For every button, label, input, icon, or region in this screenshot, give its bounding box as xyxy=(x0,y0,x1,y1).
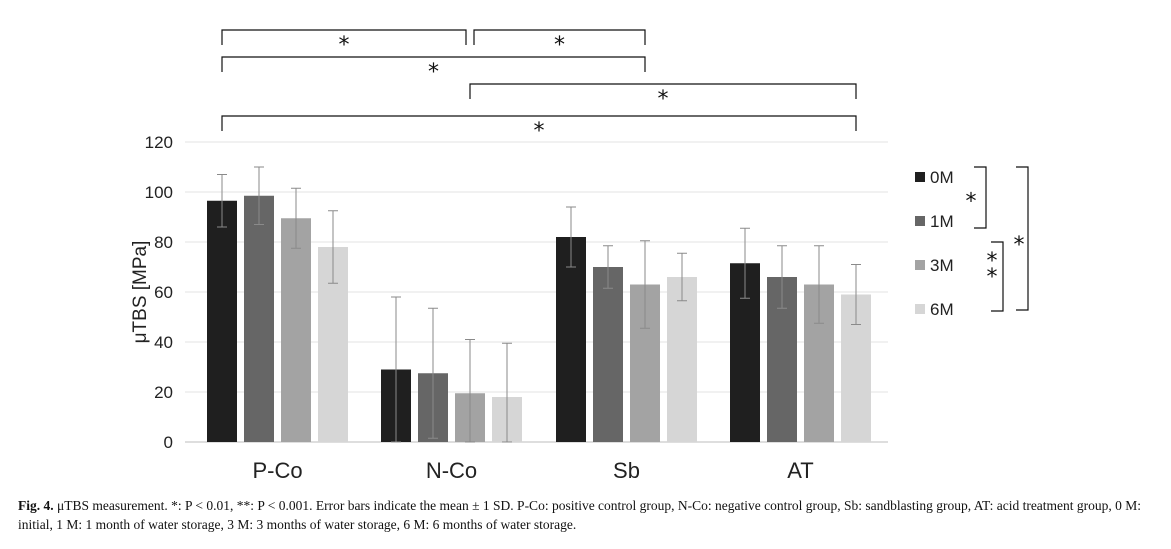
legend-swatch xyxy=(915,216,925,226)
figure-label: Fig. 4. xyxy=(18,498,54,513)
legend-swatch xyxy=(915,172,925,182)
bar xyxy=(556,237,586,442)
significance-bracket xyxy=(469,83,857,99)
significance-bracket xyxy=(1016,166,1029,311)
significance-bracket xyxy=(473,29,646,45)
category-labels: P-Co N-Co Sb AT xyxy=(252,458,813,483)
significance-brackets: * ******** xyxy=(221,29,1029,312)
legend-label: 6M xyxy=(930,300,954,319)
legend: 0M 1M 3M 6M xyxy=(915,168,954,319)
significance-star: * xyxy=(987,249,998,274)
significance-bracket xyxy=(221,115,857,131)
bar xyxy=(667,277,697,442)
significance-star: * xyxy=(966,190,977,215)
figure-caption: Fig. 4. μTBS measurement. *: P < 0.01, *… xyxy=(18,496,1158,534)
y-tick-label: 80 xyxy=(154,233,173,252)
y-tick-labels: 0 20 40 60 80 100 120 xyxy=(145,133,173,452)
bar xyxy=(244,195,274,442)
legend-label: 0M xyxy=(930,168,954,187)
bar xyxy=(593,267,623,442)
legend-label: 1M xyxy=(930,212,954,231)
y-tick-label: 20 xyxy=(154,383,173,402)
significance-star: * xyxy=(658,87,669,112)
error-bars xyxy=(217,166,861,443)
category-label: N-Co xyxy=(426,458,477,483)
bar xyxy=(207,200,237,442)
legend-label: 3M xyxy=(930,256,954,275)
category-label: AT xyxy=(787,458,813,483)
y-tick-label: 60 xyxy=(154,283,173,302)
y-axis-title: μTBS [MPa] xyxy=(130,241,151,344)
significance-star: * xyxy=(339,33,350,58)
significance-bracket xyxy=(974,166,987,229)
legend-swatch xyxy=(915,304,925,314)
caption-text: μTBS measurement. *: P < 0.01, **: P < 0… xyxy=(18,498,1142,532)
category-label: Sb xyxy=(613,458,640,483)
significance-star: * xyxy=(554,33,565,58)
significance-bracket xyxy=(991,241,1004,312)
significance-bracket xyxy=(221,56,646,72)
significance-star: * xyxy=(987,265,998,290)
y-tick-label: 40 xyxy=(154,333,173,352)
significance-star: * xyxy=(1014,233,1025,258)
y-tick-label: 0 xyxy=(164,433,173,452)
category-label: P-Co xyxy=(252,458,302,483)
y-tick-label: 100 xyxy=(145,183,173,202)
legend-swatch xyxy=(915,260,925,270)
y-tick-label: 120 xyxy=(145,133,173,152)
significance-bracket xyxy=(221,29,467,45)
bars xyxy=(207,195,871,442)
significance-star: * xyxy=(534,119,545,144)
bar xyxy=(281,218,311,442)
significance-star: * xyxy=(428,60,439,85)
